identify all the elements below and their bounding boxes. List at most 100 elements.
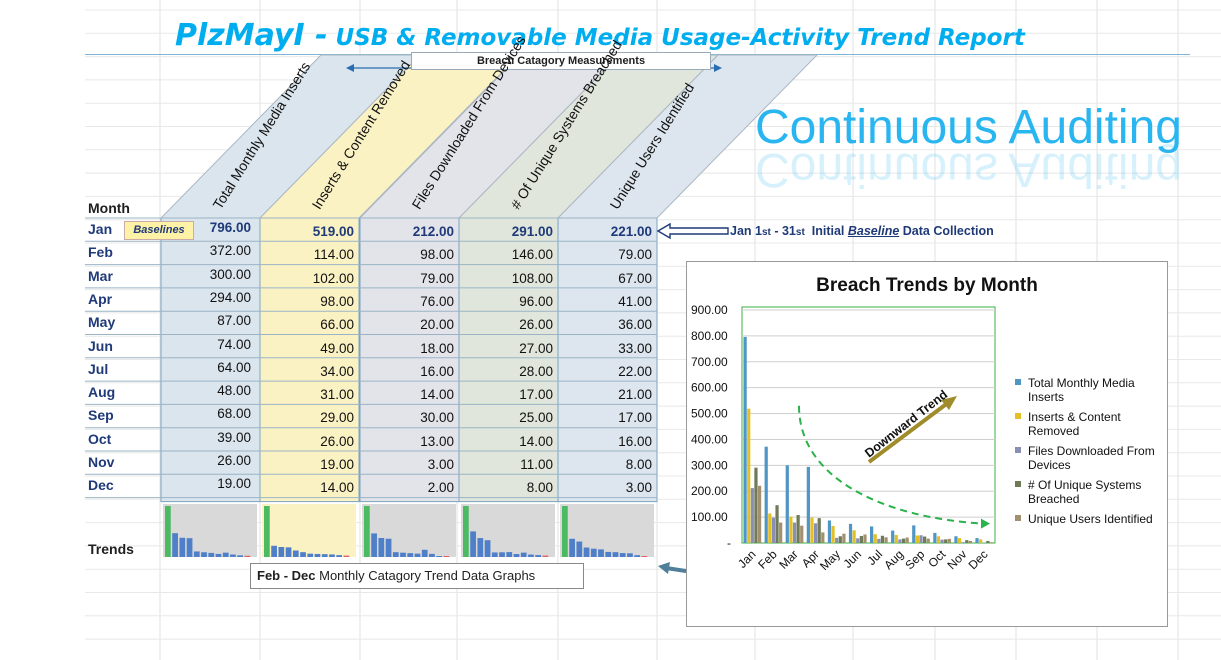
bar bbox=[821, 532, 825, 543]
column-body-3 bbox=[359, 217, 460, 503]
sparkline-bar bbox=[463, 506, 469, 557]
sparkline-bar bbox=[208, 552, 215, 557]
table-cell: 114.00 bbox=[313, 247, 354, 263]
sparkline-bar bbox=[314, 553, 321, 557]
sparkline-bar bbox=[215, 553, 222, 557]
breach-trends-chart: Breach Trends by Month 900.00 800.00 700.00… bbox=[686, 261, 1168, 627]
table-cell: 796.00 bbox=[209, 220, 251, 235]
table-cell: 28.00 bbox=[519, 363, 553, 379]
table-cell: 8.00 bbox=[526, 480, 553, 496]
note-initial: Initial bbox=[804, 224, 848, 238]
bar bbox=[926, 538, 930, 543]
trend-curve bbox=[798, 405, 983, 525]
table-cell: 26.00 bbox=[217, 453, 251, 468]
sparkline-bar bbox=[400, 552, 406, 557]
sparkline-bar bbox=[292, 550, 299, 557]
sparkline-bar bbox=[165, 506, 171, 557]
legend-swatch bbox=[1015, 515, 1021, 521]
bar bbox=[785, 465, 789, 543]
sparkline-bar bbox=[598, 549, 604, 557]
table-cell: 66.00 bbox=[320, 317, 354, 333]
sparkline-bar bbox=[222, 552, 229, 557]
table-cell: 67.00 bbox=[618, 270, 652, 286]
sparkline-bar bbox=[634, 555, 641, 557]
legend-entry: # Of Unique Systems Breached bbox=[1028, 478, 1141, 506]
table-cell: 96.00 bbox=[519, 293, 553, 309]
table-cell: 19.00 bbox=[217, 476, 251, 492]
bar bbox=[915, 535, 919, 543]
downward-trend-arrowhead-icon bbox=[941, 396, 957, 410]
sparkline-bar bbox=[343, 555, 350, 557]
bar bbox=[919, 535, 923, 543]
table-cell: 64.00 bbox=[217, 359, 251, 375]
legend-swatch bbox=[1015, 447, 1021, 453]
table-cell: 22.00 bbox=[618, 363, 652, 379]
sparkline-bar bbox=[477, 538, 484, 557]
note-st-2: st bbox=[795, 227, 805, 238]
table-cell: 87.00 bbox=[217, 313, 251, 329]
legend-swatch bbox=[1015, 413, 1021, 419]
sparkline-bar bbox=[562, 506, 568, 557]
table-cell: 29.00 bbox=[320, 410, 354, 426]
sparkline-bar bbox=[193, 551, 200, 557]
bar bbox=[817, 518, 821, 543]
bar bbox=[852, 530, 856, 543]
table-cell: 372.00 bbox=[209, 243, 251, 259]
x-tick-label: Jan bbox=[735, 547, 759, 571]
breach-category-measurements-label: Breach Catagory Measurements bbox=[411, 52, 711, 70]
sparkline-bar bbox=[285, 547, 292, 557]
caption-rest: Monthly Catagory Trend Data Graphs bbox=[315, 568, 536, 583]
sparkline-bar bbox=[407, 553, 414, 557]
sparkline-bar bbox=[244, 555, 251, 557]
bar bbox=[764, 446, 768, 543]
sparkline-bar bbox=[506, 552, 513, 557]
sparkline-bar bbox=[641, 556, 648, 557]
table-cell: 294.00 bbox=[209, 289, 251, 305]
bar bbox=[905, 537, 909, 543]
y-tick-label: 800.00 bbox=[691, 329, 728, 343]
sparkline-bar bbox=[385, 538, 392, 557]
trend-graphs-caption: Feb - Dec Monthly Catagory Trend Data Gr… bbox=[250, 563, 584, 589]
bar bbox=[891, 530, 895, 543]
plot-area bbox=[741, 306, 996, 544]
table-cell: 98.00 bbox=[320, 293, 354, 309]
downward-trend-annotation: Downward Trend bbox=[862, 387, 950, 460]
x-tick-label: Feb bbox=[755, 547, 780, 572]
note-jan: Jan 1 bbox=[730, 224, 762, 238]
table-cell: 33.00 bbox=[618, 340, 652, 356]
sparkline-bar bbox=[470, 531, 476, 557]
bar bbox=[743, 336, 747, 543]
table-cell: 26.00 bbox=[519, 317, 553, 333]
sparkline-4 bbox=[461, 504, 555, 557]
x-tick-label: Apr bbox=[799, 547, 822, 570]
baseline-arrow-icon bbox=[656, 222, 729, 240]
sparkline-bar bbox=[329, 554, 335, 557]
table-cell: 11.00 bbox=[520, 457, 553, 472]
table-cell: 31.00 bbox=[320, 387, 354, 403]
bar bbox=[789, 516, 793, 543]
legend-entry: Unique Users Identified bbox=[1028, 512, 1153, 526]
sparkline-bar bbox=[443, 556, 450, 557]
table-cell: 108.00 bbox=[511, 270, 553, 286]
sparkline-bar bbox=[271, 545, 277, 557]
sparkline-bar bbox=[237, 555, 244, 557]
table-cell: 221.00 bbox=[610, 224, 652, 239]
table-cell: 16.00 bbox=[618, 433, 652, 449]
legend-entry: Total Monthly Media Inserts bbox=[1028, 376, 1135, 404]
note-st-1: st bbox=[761, 227, 771, 238]
x-tick-label: Aug bbox=[881, 547, 906, 572]
trend-curve-arrowhead-icon bbox=[981, 518, 990, 529]
sparkline-bar bbox=[535, 555, 542, 557]
bar bbox=[894, 534, 898, 543]
legend-swatch bbox=[1015, 379, 1021, 385]
y-tick-label: 200.00 bbox=[691, 484, 728, 498]
x-tick-label: Dec bbox=[966, 547, 991, 572]
table-cell: 519.00 bbox=[312, 224, 354, 239]
note-suffix: Data Collection bbox=[899, 224, 994, 238]
bar bbox=[747, 408, 751, 543]
bar bbox=[989, 542, 994, 543]
sparkline-bar bbox=[364, 506, 370, 557]
bar bbox=[827, 520, 832, 543]
bar bbox=[848, 523, 853, 543]
sparkline-bar bbox=[491, 552, 498, 557]
